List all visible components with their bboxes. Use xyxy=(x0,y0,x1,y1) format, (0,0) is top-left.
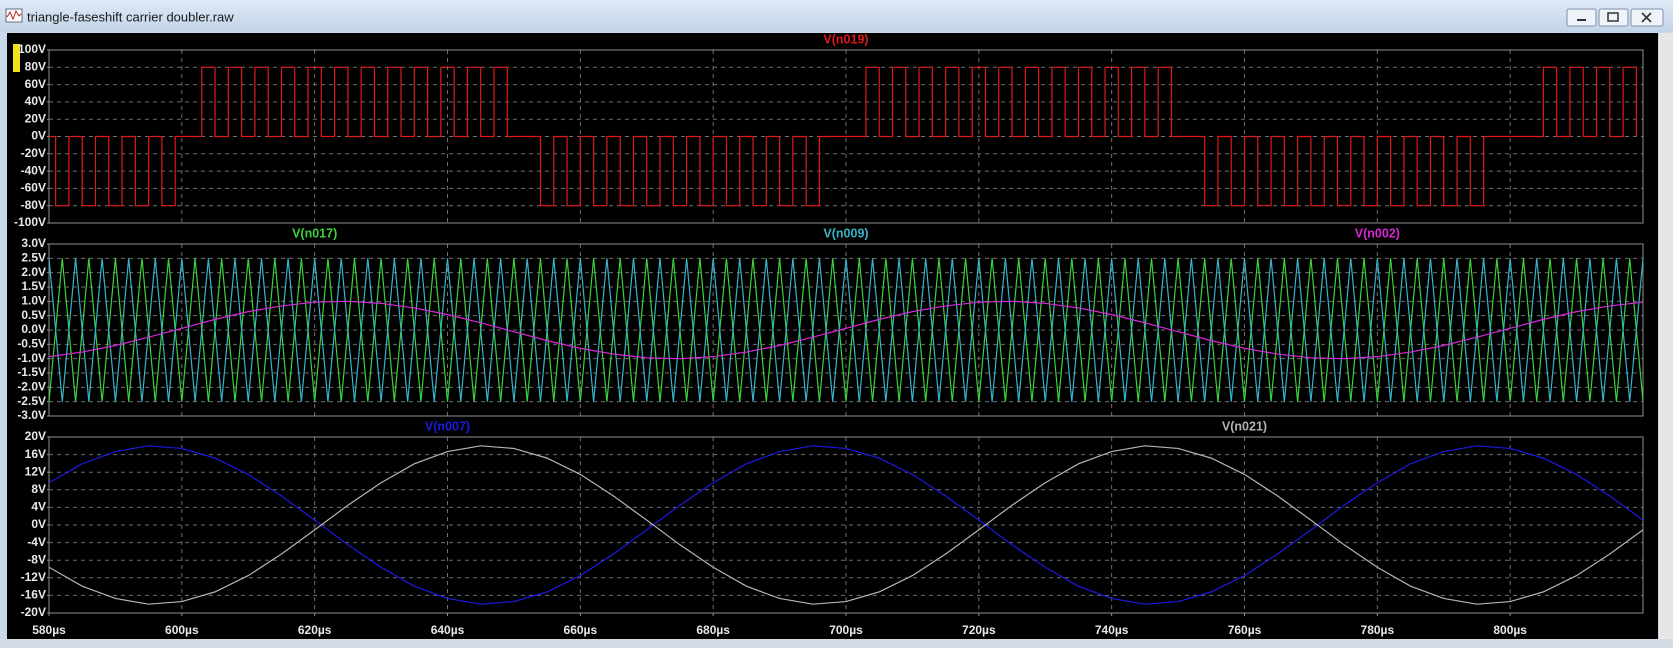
title-bar xyxy=(0,0,1673,32)
x-tick-label: 660µs xyxy=(564,623,598,637)
scrollbar[interactable] xyxy=(1659,33,1673,639)
y-tick-label: -20V xyxy=(21,605,46,619)
series-line xyxy=(49,258,1643,402)
y-tick-label: -16V xyxy=(21,588,46,602)
series-line xyxy=(49,300,1643,360)
y-tick-label: 40V xyxy=(25,94,46,108)
x-tick-label: 680µs xyxy=(696,623,730,637)
y-tick-label: 8V xyxy=(31,482,46,496)
series-line xyxy=(49,258,1643,402)
y-tick-label: -80V xyxy=(21,198,46,212)
x-tick-label: 620µs xyxy=(298,623,332,637)
status-strip xyxy=(0,639,1673,648)
series-line xyxy=(49,445,1643,605)
y-tick-label: -40V xyxy=(21,163,46,177)
x-tick-label: 740µs xyxy=(1095,623,1129,637)
x-tick-label: 640µs xyxy=(431,623,465,637)
series-name: V(n017) xyxy=(292,226,337,240)
y-tick-label: -2.5V xyxy=(17,394,46,408)
series-name: V(n002) xyxy=(1355,226,1400,240)
series-line xyxy=(49,66,1637,207)
y-tick-label: -2.0V xyxy=(17,380,46,394)
y-tick-label: 80V xyxy=(25,59,46,73)
series-name: V(n009) xyxy=(823,226,868,240)
y-tick-label: -100V xyxy=(14,215,46,229)
plot-border xyxy=(48,243,1644,417)
y-tick-label: 1.5V xyxy=(21,279,46,293)
plots: -100V -80V -60V -40V -20V 0V 20V 40V 60V 80V 100V V… xyxy=(14,32,1644,637)
close-button[interactable] xyxy=(1630,8,1664,27)
y-tick-label: 0V xyxy=(31,517,46,531)
y-tick-label: 20V xyxy=(25,429,46,443)
app-icon xyxy=(5,8,23,23)
y-tick-label: 0.5V xyxy=(21,308,46,322)
y-tick-label: 2.5V xyxy=(21,251,46,265)
x-tick-label: 700µs xyxy=(829,623,863,637)
y-tick-label: 100V xyxy=(18,42,46,56)
y-tick-label: 3.0V xyxy=(21,236,46,250)
y-tick-label: -12V xyxy=(21,570,46,584)
y-tick-label: -4V xyxy=(27,535,46,549)
maximize-button[interactable] xyxy=(1598,8,1629,27)
series-line xyxy=(49,445,1643,605)
y-tick-label: 2.0V xyxy=(21,265,46,279)
y-tick-label: 0V xyxy=(31,129,46,143)
y-tick-label: 60V xyxy=(25,77,46,91)
window-title: triangle-faseshift carrier doubler.raw xyxy=(27,9,234,24)
y-tick-label: -20V xyxy=(21,146,46,160)
y-tick-label: 4V xyxy=(31,500,46,514)
y-tick-label: 1.0V xyxy=(21,294,46,308)
y-tick-label: -60V xyxy=(21,181,46,195)
y-tick-label: -1.5V xyxy=(17,365,46,379)
y-tick-label: -1.0V xyxy=(17,351,46,365)
y-tick-label: 0.0V xyxy=(21,322,46,336)
x-tick-label: 800µs xyxy=(1493,623,1527,637)
x-tick-label: 600µs xyxy=(165,623,199,637)
y-tick-label: -8V xyxy=(27,552,46,566)
plot-border xyxy=(48,436,1644,614)
x-tick-label: 580µs xyxy=(32,623,66,637)
y-tick-label: 16V xyxy=(25,447,46,461)
x-tick-label: 760µs xyxy=(1228,623,1262,637)
series-name: V(n019) xyxy=(823,32,868,46)
x-tick-label: 720µs xyxy=(962,623,996,637)
minimize-button[interactable] xyxy=(1566,8,1597,27)
series-name: V(n007) xyxy=(425,419,470,433)
y-tick-label: -0.5V xyxy=(17,337,46,351)
y-tick-label: -3.0V xyxy=(17,408,46,422)
y-tick-label: 12V xyxy=(25,464,46,478)
cursor-marker xyxy=(13,44,20,72)
x-tick-label: 780µs xyxy=(1361,623,1395,637)
y-tick-label: 20V xyxy=(25,111,46,125)
series-name: V(n021) xyxy=(1222,419,1267,433)
